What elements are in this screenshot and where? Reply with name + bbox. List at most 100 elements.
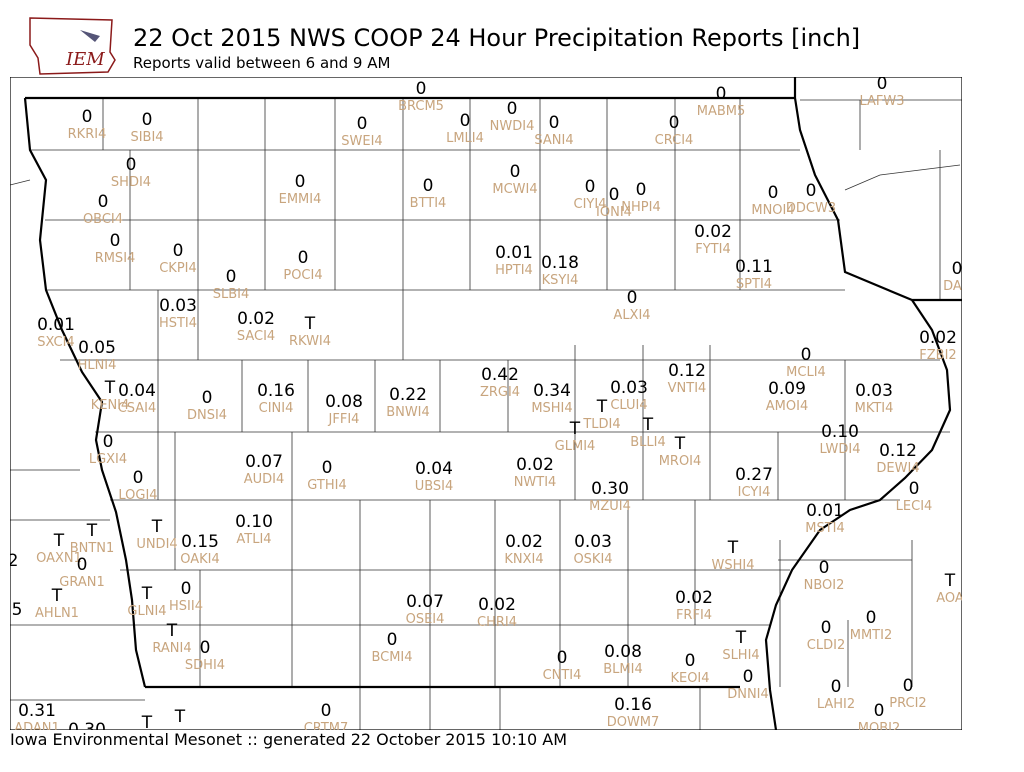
precip-value: 0 xyxy=(98,192,109,212)
station-id: SDHI4 xyxy=(185,658,225,673)
station-id: LWDI4 xyxy=(819,442,860,457)
precip-value: 0.01 xyxy=(806,501,844,521)
state-border xyxy=(23,77,962,730)
station-id: DDCW3 xyxy=(786,201,836,216)
precip-value: T xyxy=(596,397,608,417)
precip-value: T xyxy=(141,713,153,733)
precip-value: 0.42 xyxy=(481,365,519,385)
precip-value: 0 xyxy=(877,74,888,94)
station-id: BRCM5 xyxy=(398,99,444,114)
station-id: MMTI2 xyxy=(850,628,892,643)
station-id: BNWI4 xyxy=(386,405,430,420)
station-id: TLDI4 xyxy=(582,417,620,432)
station-id: MOBI2 xyxy=(858,721,900,736)
station-id: BLLI4 xyxy=(630,435,666,450)
station-id: DNSI4 xyxy=(187,408,227,423)
station-id: CHRI4 xyxy=(477,615,517,630)
station-id: BCMI4 xyxy=(371,650,412,665)
title: 22 Oct 2015 NWS COOP 24 Hour Precipitati… xyxy=(133,24,860,52)
precip-value: 0 xyxy=(82,107,93,127)
precip-value: 0 xyxy=(716,84,727,104)
precip-value: 0.07 xyxy=(406,592,444,612)
precip-value: 0.02 xyxy=(516,455,554,475)
station-id: KENI4 xyxy=(91,398,130,413)
station-id: POCI4 xyxy=(283,268,322,283)
precip-value: 0.05 xyxy=(78,338,116,358)
station-id: SXCI4 xyxy=(37,335,74,350)
station-id: LOGI4 xyxy=(118,488,157,503)
station-id: MCLI4 xyxy=(786,365,826,380)
station-id: MNOI4 xyxy=(751,203,794,218)
station-id: MABM5 xyxy=(697,104,746,119)
station-id: SIBI4 xyxy=(130,130,163,145)
station-id: DNNI4 xyxy=(727,687,769,702)
precip-value: 0 xyxy=(181,579,192,599)
precip-value: T xyxy=(735,628,747,648)
precip-value: 0.03 xyxy=(610,378,648,398)
station-id: SANI4 xyxy=(534,133,573,148)
precip-value: 2 xyxy=(8,551,19,571)
station-id: NWDI4 xyxy=(490,119,535,134)
station-id: JFFI4 xyxy=(328,412,360,427)
precip-value: T xyxy=(174,707,186,727)
station-id: DAR xyxy=(943,279,971,294)
county-lines xyxy=(10,98,962,730)
station-id: CLDI2 xyxy=(807,638,845,653)
precip-value: 0 xyxy=(173,241,184,261)
precip-value: 0 xyxy=(142,110,153,130)
station-id: IONI4 xyxy=(596,205,632,220)
precip-value: 0.27 xyxy=(735,465,773,485)
precip-value: 0 xyxy=(110,231,121,251)
precip-value: 0 xyxy=(202,388,213,408)
precip-value: 0 xyxy=(636,180,647,200)
station-id: GTHI4 xyxy=(307,478,346,493)
station-id: SWEI4 xyxy=(341,134,382,149)
precip-value: T xyxy=(166,621,178,641)
precip-value: 0.16 xyxy=(614,695,652,715)
precip-value: 0.18 xyxy=(541,253,579,273)
precip-value: 0 xyxy=(103,432,114,452)
station-id: OAXN1 xyxy=(36,551,82,566)
precip-value: 0.04 xyxy=(415,459,453,479)
station-id: HLNI4 xyxy=(78,358,117,373)
precip-value: 0.11 xyxy=(735,257,773,277)
precip-value: 0 xyxy=(768,183,779,203)
station-id: MSTI4 xyxy=(805,521,845,536)
station-id: NWTI4 xyxy=(514,475,557,490)
station-id: NBOI2 xyxy=(804,578,845,593)
station-id: SACI4 xyxy=(237,329,275,344)
station-id: MKTI4 xyxy=(855,401,894,416)
station-id: BTTI4 xyxy=(410,196,447,211)
precip-value: 0.09 xyxy=(768,379,806,399)
precip-value: 0 xyxy=(510,162,521,182)
precip-value: 0 xyxy=(669,113,680,133)
station-id: UNDI4 xyxy=(136,537,177,552)
station-id: DEWI4 xyxy=(876,461,919,476)
precip-value: 0 xyxy=(295,172,306,192)
station-id: LMLI4 xyxy=(446,131,484,146)
station-id: RANI4 xyxy=(152,641,191,656)
station-id: UBSI4 xyxy=(415,479,454,494)
precip-value: 0.02 xyxy=(919,328,957,348)
subtitle: Reports valid between 6 and 9 AM xyxy=(133,54,390,72)
station-id: NHPI4 xyxy=(621,200,660,215)
station-id: GLNI4 xyxy=(127,604,166,619)
precip-value: 0.12 xyxy=(879,441,917,461)
precip-value: 0 xyxy=(321,701,332,721)
precip-value: 0 xyxy=(685,651,696,671)
precip-value: 0.03 xyxy=(159,296,197,316)
precip-value: 0 xyxy=(585,177,596,197)
precip-value: T xyxy=(944,571,956,591)
precip-value: 0 xyxy=(831,677,842,697)
precip-value: 0 xyxy=(557,648,568,668)
precip-value: 0 xyxy=(866,608,877,628)
station-id: RKRI4 xyxy=(68,127,107,142)
precip-value: T xyxy=(104,378,116,398)
precip-value: 0.22 xyxy=(389,385,427,405)
precip-value: 0 xyxy=(743,667,754,687)
station-id: ADAN1 xyxy=(14,721,60,736)
station-id: CSAI4 xyxy=(118,401,157,416)
footer: Iowa Environmental Mesonet :: generated … xyxy=(10,730,567,749)
